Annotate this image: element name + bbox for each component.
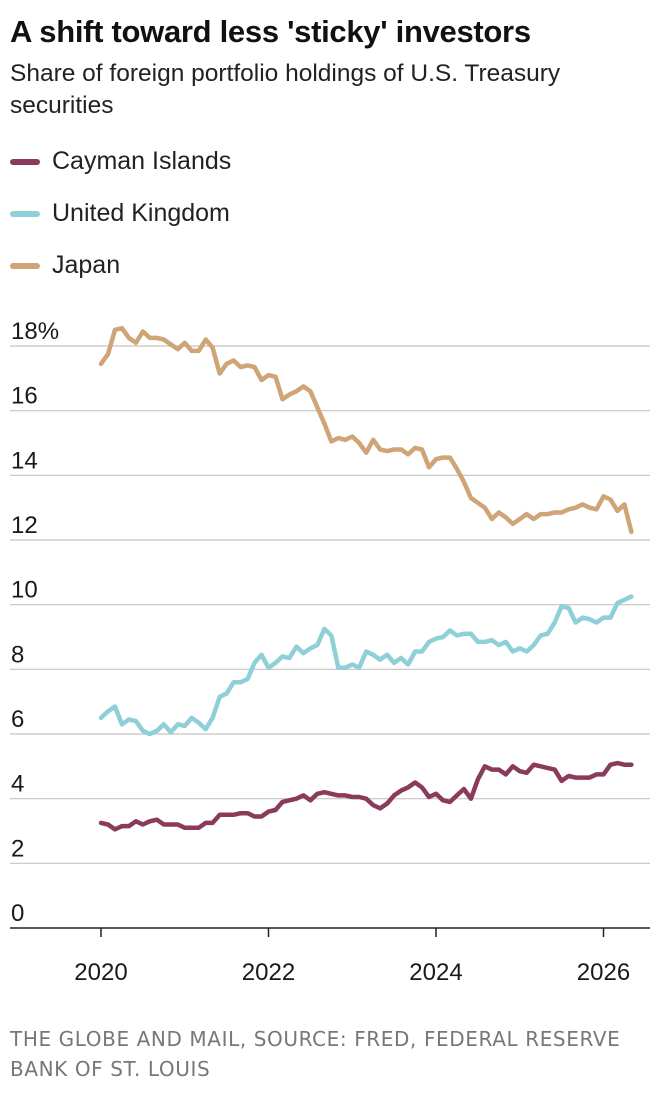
legend-item-cayman-islands: Cayman Islands [10,144,410,178]
y-tick-label-8: 8 [11,641,24,668]
y-tick-label-10: 10 [11,577,38,604]
y-tick-label-14: 14 [11,447,38,474]
chart-subtitle: Share of foreign portfolio holdings of U… [10,60,561,119]
x-tick-label-2022: 2022 [242,959,295,986]
series-line-cayman-islands [98,760,634,832]
x-tick-label-2024: 2024 [409,959,462,986]
legend-swatch-united-kingdom [10,211,40,217]
line-chart: 0 2 4 6 8 10 12 14 16 18% 2020 2022 2024 2026 [10,318,650,986]
y-tick-label-16: 16 [11,383,38,410]
y-tick-label-2: 2 [11,835,24,862]
legend-swatch-cayman-islands [10,159,40,165]
chart-title: A shift toward less 'sticky' investors [10,14,531,49]
x-tick-label-2020: 2020 [74,959,127,986]
legend-label-japan: Japan [52,251,121,279]
y-tick-label-4: 4 [11,771,24,798]
legend-swatch-japan [10,263,40,269]
y-tick-label-6: 6 [11,706,24,733]
source-note: THE GLOBE AND MAIL, SOURCE: FRED, FEDERA… [10,1027,621,1081]
x-tick-label-2026: 2026 [577,959,630,986]
legend-label-cayman-islands: Cayman Islands [52,147,232,175]
series-line-japan [98,325,634,535]
legend-item-japan: Japan [10,248,410,282]
y-tick-label-18: 18% [11,318,59,345]
y-tick-label-0: 0 [11,900,24,927]
legend-item-united-kingdom: United Kingdom [10,196,410,230]
y-tick-label-12: 12 [11,512,38,539]
legend-label-united-kingdom: United Kingdom [52,199,230,227]
series-line-united-kingdom [98,594,634,737]
